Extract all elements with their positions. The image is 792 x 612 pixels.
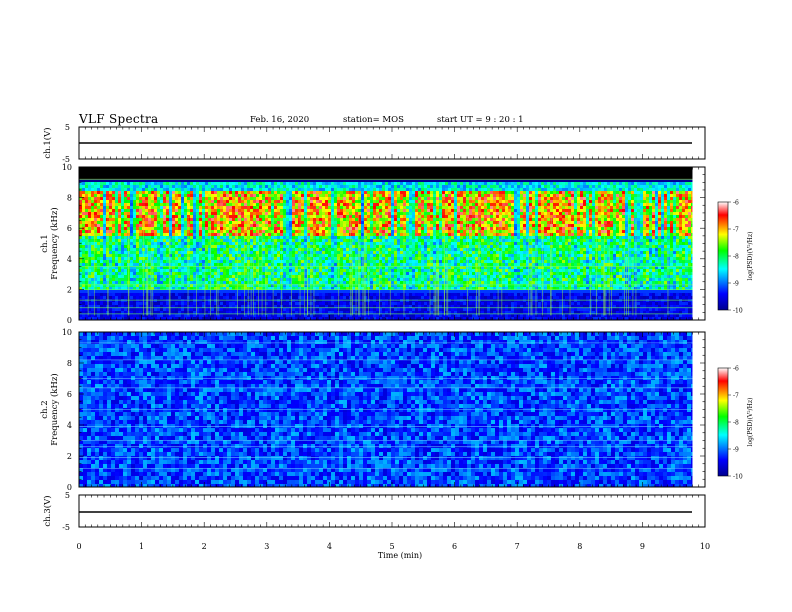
x-tick-label: 1: [139, 542, 144, 551]
ch2-y-axis-unit-label: Frequency (kHz): [49, 373, 60, 445]
ch1-y-axis-label: ch.1(V): [42, 127, 53, 158]
colorbar-tick-label: -8: [733, 254, 739, 261]
start-time-label: start UT = 9 : 20 : 1: [437, 115, 524, 125]
y-tick-label: -5: [62, 155, 70, 164]
station-label: station= MOS: [343, 115, 404, 125]
plot-title: VLF Spectra: [79, 112, 159, 126]
axis-ticks: [78, 127, 706, 527]
ch1-waveform-panel: [78, 126, 706, 160]
colorbar-tick-label: -6: [733, 200, 739, 207]
ch2-y-axis-label: ch.2: [40, 400, 50, 418]
y-tick-label: 2: [67, 285, 72, 294]
x-tick-label: 3: [264, 542, 269, 551]
x-tick-label: 8: [577, 542, 582, 551]
y-tick-label: 0: [67, 316, 72, 325]
colorbar-label: log(PSD)(V²/Hz): [747, 232, 754, 281]
x-tick-label: 2: [202, 542, 207, 551]
y-tick-label: 10: [62, 328, 72, 337]
x-tick-label: 9: [640, 542, 645, 551]
x-tick-label: 6: [452, 542, 457, 551]
ch3-y-axis-label: ch.3(V): [42, 495, 53, 526]
y-tick-label: 2: [67, 452, 72, 461]
y-tick-label: 8: [67, 194, 72, 203]
x-tick-label: 4: [327, 542, 332, 551]
y-tick-label: 0: [67, 483, 72, 492]
x-tick-label: 5: [389, 542, 394, 551]
y-tick-label: 5: [65, 123, 70, 132]
colorbar-tick-label: -6: [733, 366, 739, 373]
colorbar-tick-label: -10: [733, 474, 743, 481]
y-tick-label: 6: [67, 224, 72, 233]
ch3-waveform-panel: [78, 494, 706, 528]
colorbar-label: log(PSD)(V²/Hz): [747, 398, 754, 447]
y-tick-label: 4: [67, 255, 72, 264]
ch1-spectrogram-panel: [78, 166, 706, 321]
y-tick-label: -5: [62, 523, 70, 532]
y-tick-label: 4: [67, 421, 72, 430]
colorbar-tick-label: -8: [733, 420, 739, 427]
x-tick-label: 0: [76, 542, 81, 551]
colorbar-tick-label: -7: [733, 227, 739, 234]
ch1-y-axis-unit-label: Frequency (kHz): [49, 207, 60, 279]
y-tick-label: 10: [62, 163, 72, 172]
colorbar-tick-label: -9: [733, 447, 739, 454]
ch1-y-axis-label: ch.1: [40, 234, 50, 252]
colorbar-tick-label: -9: [733, 281, 739, 288]
colorbar-tick-label: -10: [733, 308, 743, 315]
date-label: Feb. 16, 2020: [250, 115, 310, 125]
x-axis-label: Time (min): [378, 551, 422, 560]
ch2-colorbar: [717, 367, 729, 477]
y-tick-label: 6: [67, 390, 72, 399]
y-tick-label: 5: [65, 491, 70, 500]
y-tick-label: 8: [67, 359, 72, 368]
x-tick-label: 7: [515, 542, 520, 551]
x-tick-label: 10: [700, 542, 710, 551]
ch2-spectrogram-panel: [78, 331, 706, 488]
ch1-colorbar: [717, 201, 729, 311]
colorbar-tick-label: -7: [733, 393, 739, 400]
